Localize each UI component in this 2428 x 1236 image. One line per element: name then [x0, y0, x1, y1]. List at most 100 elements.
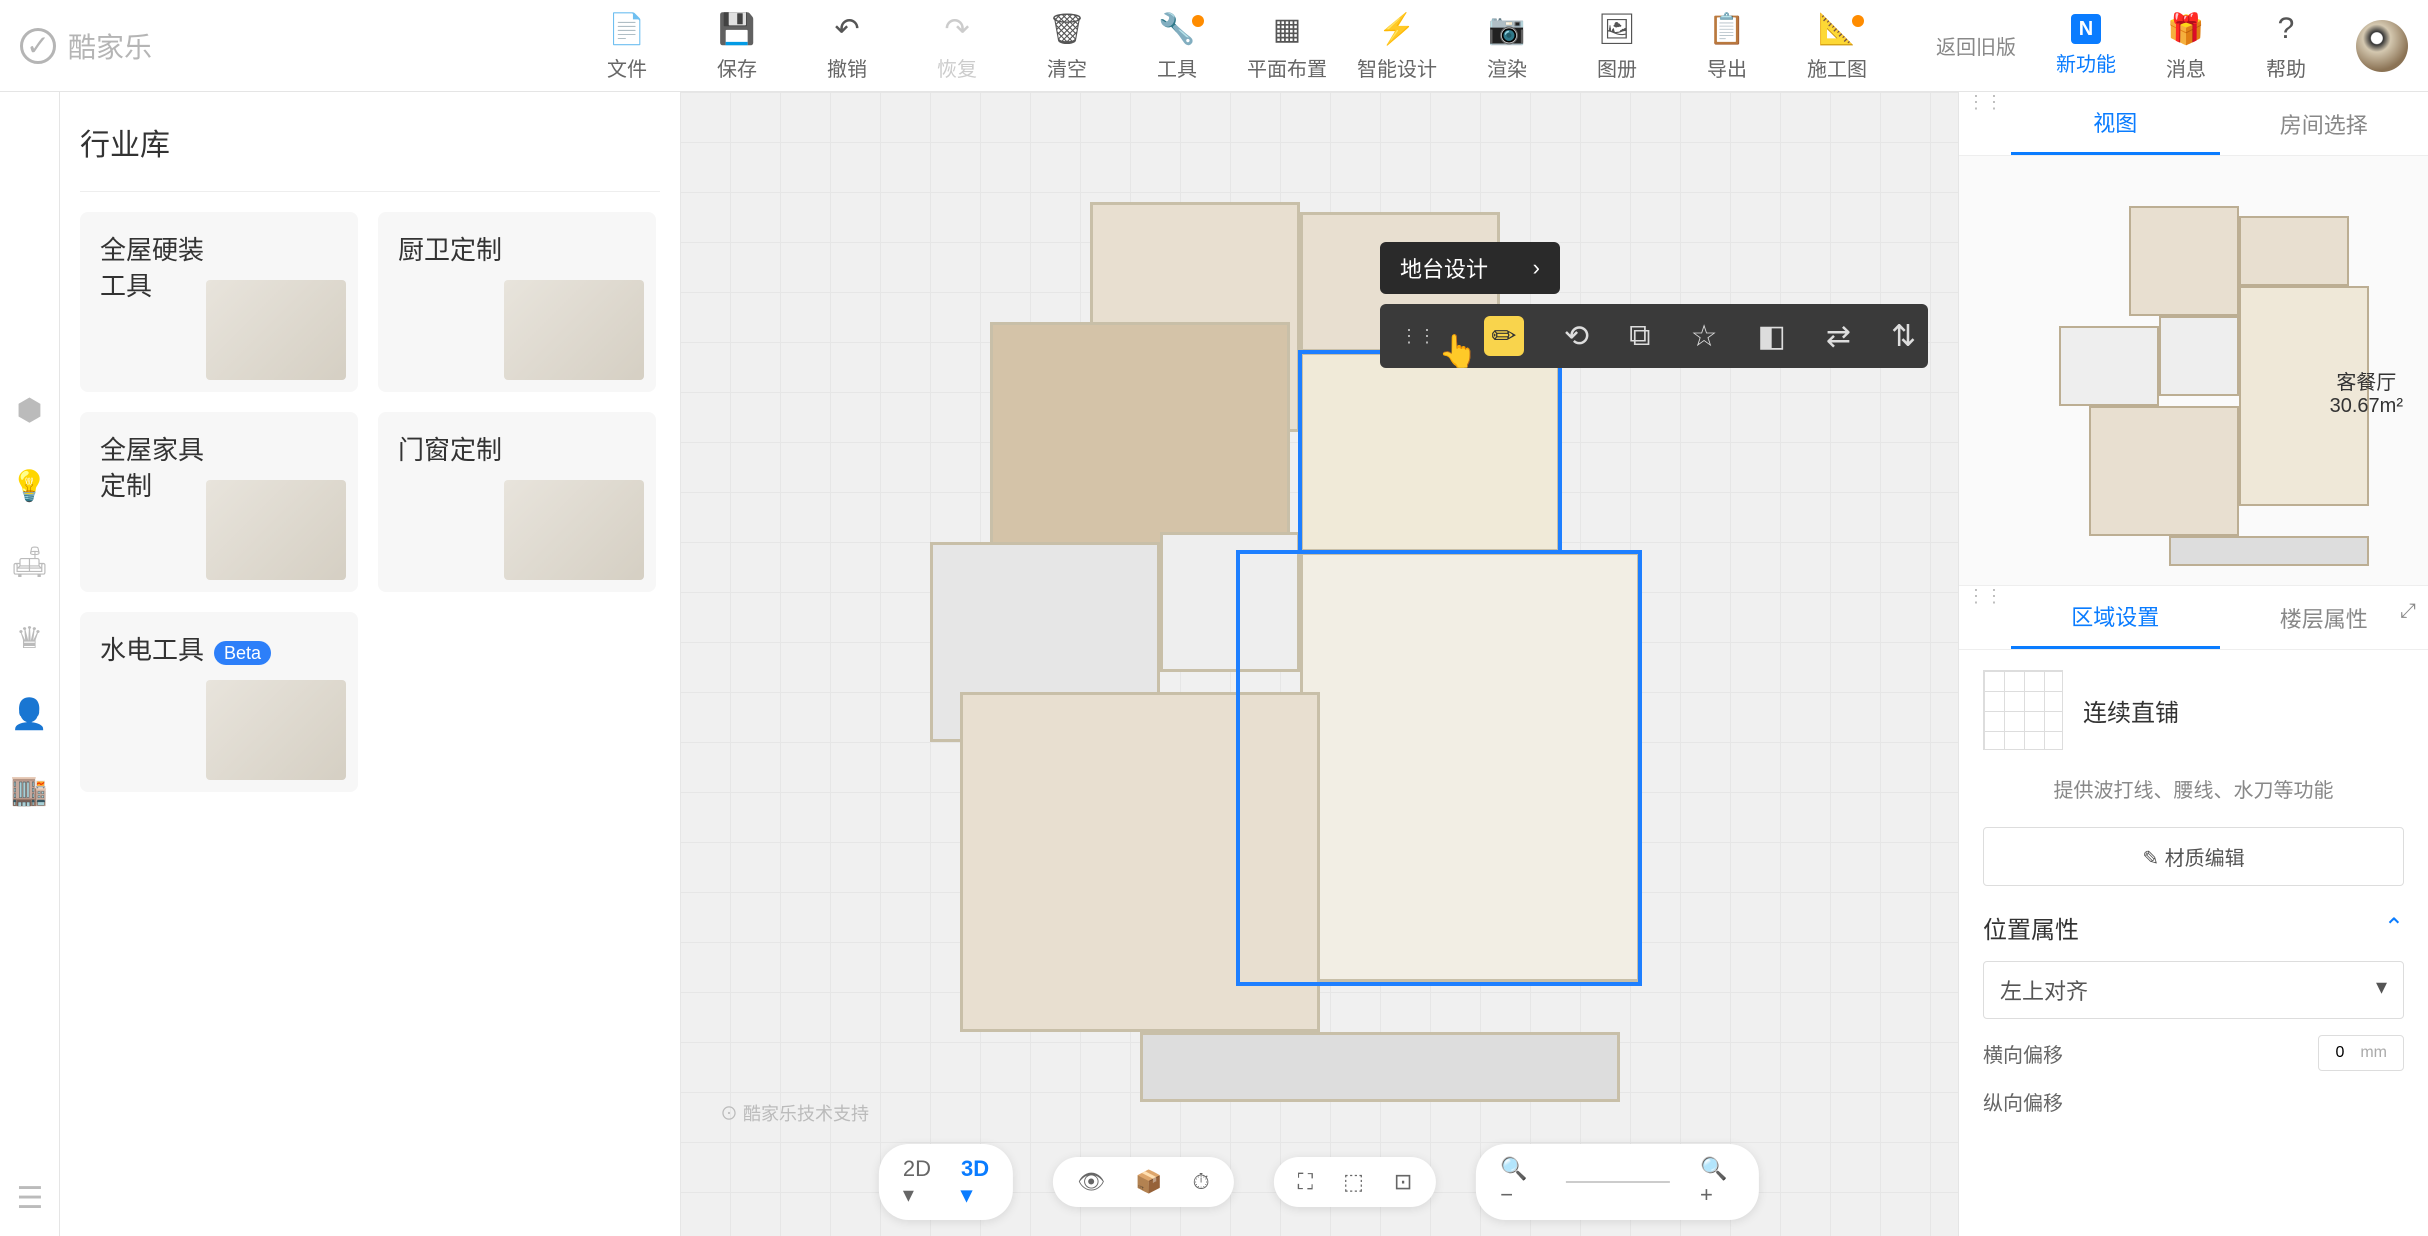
tool-label: 帮助: [2266, 53, 2306, 82]
rotate-icon[interactable]: ⟲: [1564, 319, 1589, 354]
rail-crown-icon[interactable]: ♛: [12, 620, 48, 656]
card-thumbnail: [206, 680, 346, 780]
topbar-tool-3[interactable]: ↷ 恢复: [902, 9, 1012, 82]
tool-icon: 📄: [608, 9, 645, 49]
notification-dot: [1852, 15, 1864, 27]
topbar-tool-9[interactable]: 🖼 图册: [1562, 9, 1672, 82]
topbar-tool-5[interactable]: 🔧 工具: [1122, 9, 1232, 82]
design-canvas[interactable]: 地台设计 › ⋮⋮ ✏ ⟲ ⧉ ☆ ◧ ⇄ ⇅ 👆 ⊙ 酷家乐技术支持 2D ▾…: [680, 92, 1958, 1236]
zoom-pill: 🔍− 🔍+: [1476, 1144, 1759, 1220]
tool-label: 文件: [607, 53, 647, 82]
rail-light-icon[interactable]: 💡: [12, 468, 48, 504]
beta-badge: Beta: [214, 641, 271, 665]
bottom-bar: 2D ▾ 3D ▾ 👁 📦 ⏱ ⛶ ⬚ ⊡ 🔍− 🔍+: [879, 1144, 1759, 1220]
align-select[interactable]: 左上对齐 ▾: [1983, 961, 2404, 1019]
select-pill: ⛶ ⬚ ⊡: [1274, 1157, 1437, 1207]
focus-icon[interactable]: ⊡: [1394, 1169, 1412, 1195]
top-toolbar: ✓ 酷家乐 📄 文件 💾 保存 ↶ 撤销 ↷ 恢复 🗑 清空 🔧 工具 ▦ 平面…: [0, 0, 2428, 92]
flip-v-icon[interactable]: ⇅: [1891, 319, 1916, 354]
topbar-right-2[interactable]: ? 帮助: [2236, 9, 2336, 82]
box-icon[interactable]: 📦: [1135, 1169, 1162, 1195]
tab-floor-props[interactable]: 楼层属性: [2220, 586, 2428, 649]
rail-store-icon[interactable]: 🏬: [12, 772, 48, 808]
flip-h-icon[interactable]: ⇄: [1826, 319, 1851, 354]
tab-room-select[interactable]: 房间选择: [2220, 92, 2428, 155]
drag-grip-icon[interactable]: ⋮⋮: [1392, 326, 1444, 347]
view-3d[interactable]: 3D ▾: [961, 1156, 989, 1208]
tool-icon: ?: [2278, 9, 2295, 49]
topbar-tool-8[interactable]: 📷 渲染: [1452, 9, 1562, 82]
tile-name: 连续直铺: [2083, 693, 2179, 728]
back-old-link[interactable]: 返回旧版: [1936, 31, 2016, 60]
card-title: 门窗定制: [398, 432, 636, 468]
chevron-right-icon: ›: [1533, 255, 1540, 281]
library-card-1[interactable]: 厨卫定制: [378, 212, 656, 392]
drag-grip-icon[interactable]: ⋮⋮: [1959, 586, 2011, 649]
tool-icon: 🎁: [2167, 9, 2204, 49]
view-tabs: ⋮⋮ 视图 房间选择: [1959, 92, 2428, 156]
cursor-icon: 👆: [1438, 332, 1478, 370]
topbar-right-group: 返回旧版 N新功能🎁消息? 帮助: [1936, 9, 2408, 82]
topbar-tool-0[interactable]: 📄 文件: [572, 9, 682, 82]
tool-label: 工具: [1157, 53, 1197, 82]
right-panel: ⋮⋮ 视图 房间选择 客餐厅 30.67m² ⋮⋮ 区域设置 楼层属性 ⤢ 连续…: [1958, 92, 2428, 1236]
zoom-out-icon[interactable]: 🔍−: [1500, 1156, 1535, 1208]
topbar-tool-6[interactable]: ▦ 平面布置: [1232, 9, 1342, 82]
gauge-icon[interactable]: ⏱: [1192, 1169, 1209, 1195]
context-label[interactable]: 地台设计 ›: [1380, 242, 1560, 294]
brand-name: 酷家乐: [68, 26, 152, 66]
collapse-icon[interactable]: ⌃: [2384, 913, 2404, 942]
rail-person-icon[interactable]: 👤: [12, 696, 48, 732]
tab-view[interactable]: 视图: [2011, 92, 2220, 155]
offset-h-input[interactable]: 0 mm: [2318, 1035, 2404, 1071]
topbar-right-0[interactable]: N新功能: [2036, 9, 2136, 82]
fullscreen-icon[interactable]: ⛶: [1298, 1169, 1313, 1195]
material-edit-button[interactable]: ✎ 材质编辑: [1983, 827, 2404, 886]
edit-icon[interactable]: ✏: [1484, 316, 1524, 356]
room-label: 客餐厅 30.67m²: [2330, 366, 2403, 418]
tool-label: 清空: [1047, 53, 1087, 82]
drag-grip-icon[interactable]: ⋮⋮: [1959, 92, 2011, 155]
properties-section: 连续直铺 提供波打线、腰线、水刀等功能 ✎ 材质编辑 位置属性 ⌃ 左上对齐 ▾…: [1959, 650, 2428, 1136]
eye-icon[interactable]: 👁: [1077, 1169, 1105, 1195]
topbar-tool-4[interactable]: 🗑 清空: [1012, 9, 1122, 82]
view-2d[interactable]: 2D ▾: [903, 1156, 931, 1208]
tool-icon: 📋: [1708, 9, 1745, 49]
brand-logo: ✓ 酷家乐: [20, 26, 152, 66]
tool-label: 施工图: [1807, 53, 1867, 82]
rail-sofa-icon[interactable]: 🛋: [12, 544, 48, 580]
star-icon[interactable]: ☆: [1691, 319, 1718, 354]
offset-v-label: 纵向偏移: [1983, 1087, 2063, 1116]
tool-icon: 📷: [1488, 9, 1525, 49]
tool-label: 图册: [1597, 53, 1637, 82]
tile-swatch[interactable]: [1983, 670, 2063, 750]
tab-area-settings[interactable]: 区域设置: [2011, 586, 2220, 649]
library-card-0[interactable]: 全屋硬装工具: [80, 212, 358, 392]
library-card-3[interactable]: 门窗定制: [378, 412, 656, 592]
topbar-right-1[interactable]: 🎁消息: [2136, 9, 2236, 82]
rail-model-icon[interactable]: ⬢: [12, 392, 48, 428]
topbar-tool-2[interactable]: ↶ 撤销: [792, 9, 902, 82]
topbar-tool-11[interactable]: 📐 施工图: [1782, 9, 1892, 82]
expand-icon[interactable]: ⤢: [2400, 600, 2416, 623]
library-card-2[interactable]: 全屋家具定制: [80, 412, 358, 592]
zoom-slider[interactable]: [1565, 1181, 1670, 1183]
topbar-tool-7[interactable]: ⚡ 智能设计: [1342, 9, 1452, 82]
topbar-tool-1[interactable]: 💾 保存: [682, 9, 792, 82]
minimap[interactable]: 客餐厅 30.67m²: [1959, 156, 2428, 586]
user-avatar[interactable]: [2356, 20, 2408, 72]
topbar-tool-10[interactable]: 📋 导出: [1672, 9, 1782, 82]
card-thumbnail: [206, 280, 346, 380]
zoom-in-icon[interactable]: 🔍+: [1700, 1156, 1735, 1208]
tool-label: 恢复: [937, 53, 977, 82]
card-title: 厨卫定制: [398, 232, 636, 268]
copy-icon[interactable]: ⧉: [1629, 319, 1650, 353]
frame-icon[interactable]: ⬚: [1343, 1169, 1364, 1195]
erase-icon[interactable]: ◧: [1757, 319, 1785, 354]
tool-label: 平面布置: [1247, 53, 1327, 82]
library-card-4[interactable]: 水电工具Beta: [80, 612, 358, 792]
tool-icon: ↶: [834, 9, 859, 49]
rail-collapse-icon[interactable]: ☰: [12, 1180, 48, 1216]
card-grid: 全屋硬装工具 厨卫定制 全屋家具定制 门窗定制 水电工具Beta: [80, 212, 660, 792]
tool-icon: ▦: [1273, 9, 1301, 49]
